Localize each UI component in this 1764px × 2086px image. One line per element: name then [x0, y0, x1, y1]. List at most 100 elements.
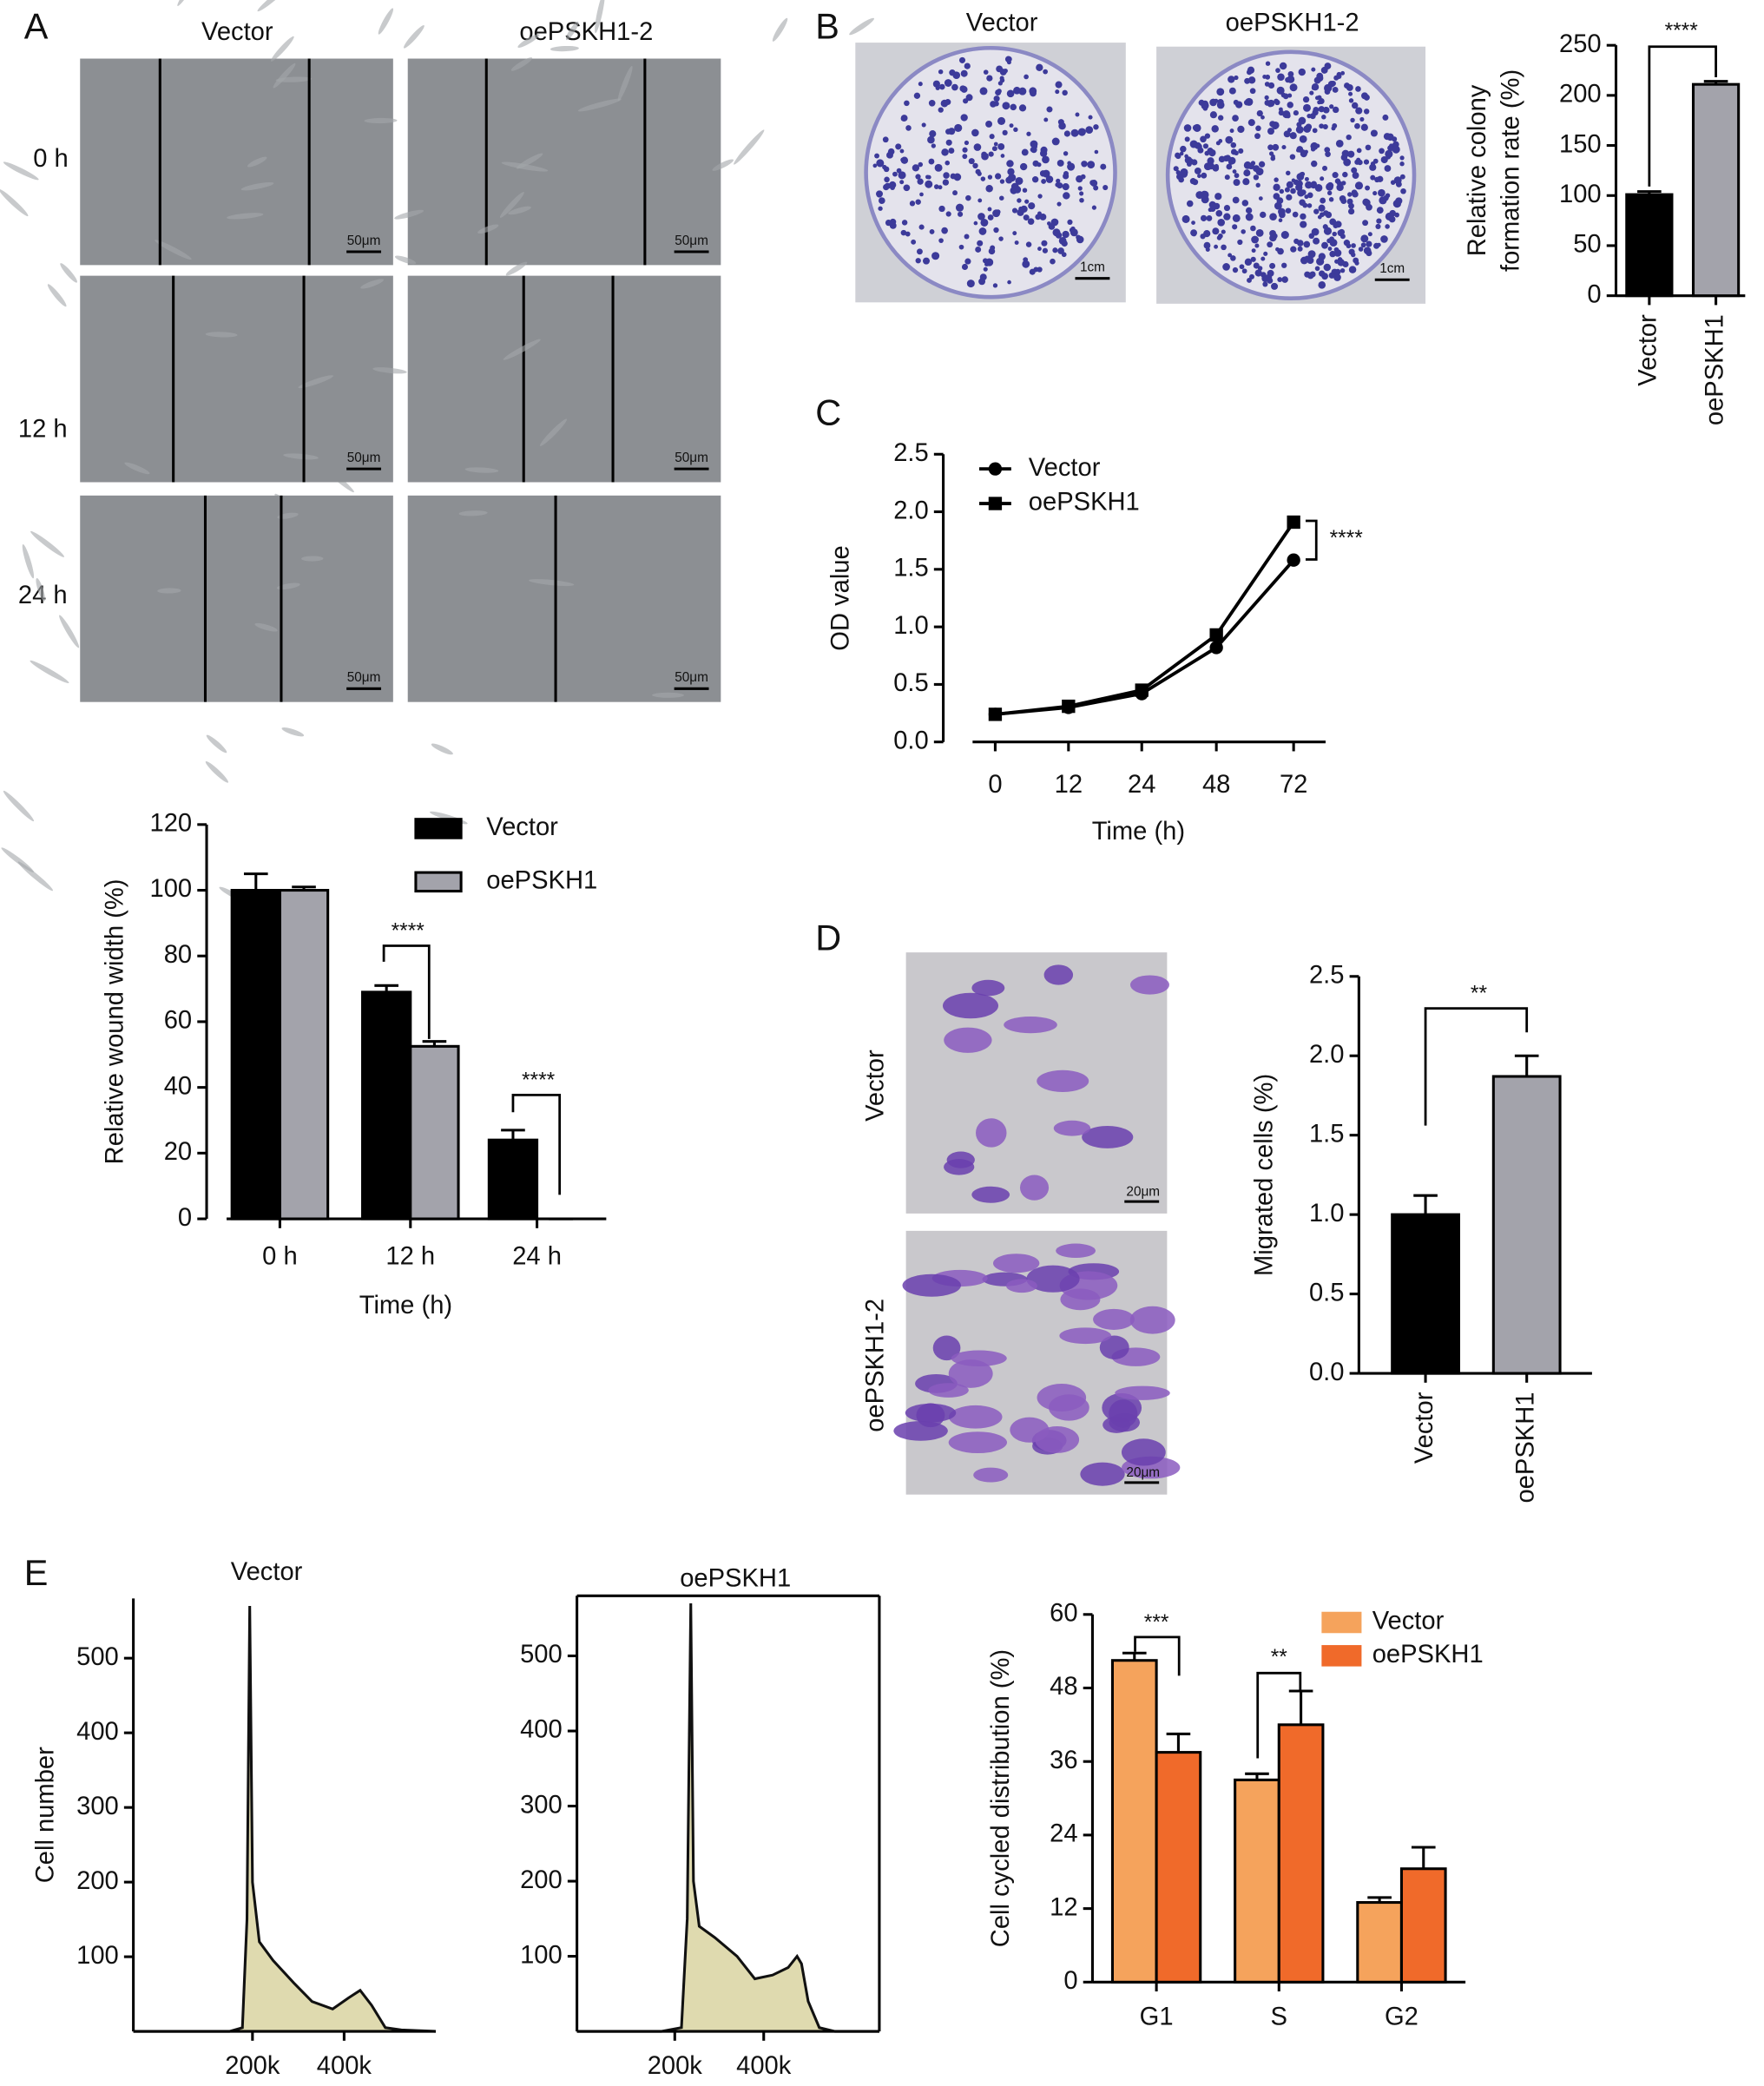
colony: [925, 174, 930, 180]
y-tick-label: 200: [1559, 81, 1602, 109]
cell-texture: [0, 188, 29, 217]
colony: [1273, 183, 1280, 192]
cell-texture: [270, 36, 294, 62]
colony: [1347, 192, 1353, 197]
colony: [1324, 63, 1332, 69]
colony: [901, 220, 908, 226]
colony: [1254, 269, 1262, 277]
stained-cell: [1099, 1335, 1129, 1359]
colony: [977, 198, 983, 203]
colony: [918, 82, 923, 87]
chart: 0 50 100 150 200 250 Relative colony formation …: [1464, 19, 1746, 425]
y-tick-label: 200: [76, 1867, 119, 1895]
colony: [1090, 180, 1098, 188]
colony: [1358, 247, 1364, 252]
colony: [987, 207, 992, 212]
colony: [1184, 154, 1188, 159]
colony: [1180, 145, 1187, 153]
colony: [1339, 234, 1346, 240]
colony: [1308, 233, 1315, 240]
colony: [1023, 257, 1029, 263]
cell-texture: [712, 159, 734, 171]
cell-texture: [403, 25, 425, 49]
colony: [1062, 183, 1070, 191]
colony: [999, 179, 1005, 184]
scale-label: 50μm: [347, 234, 381, 248]
colony: [1007, 280, 1011, 285]
y-tick-label: 2.5: [893, 439, 929, 467]
colony: [1352, 172, 1359, 179]
colony: [972, 162, 978, 169]
colony: [1237, 125, 1245, 134]
marker: [1135, 683, 1149, 697]
colony: [1317, 95, 1322, 101]
colony: [1354, 181, 1364, 190]
bar: [1110, 1659, 1158, 1984]
error-bar: [1413, 1194, 1438, 1215]
y-tick-label: 100: [1559, 181, 1602, 208]
y-tick-label: 500: [76, 1643, 119, 1671]
colony: [1265, 61, 1271, 66]
cell-texture: [240, 181, 274, 191]
stained-cell: [944, 1027, 992, 1053]
error-bar: [374, 984, 398, 992]
colony: [876, 192, 882, 198]
colony: [1277, 73, 1285, 82]
colony: [1204, 133, 1211, 139]
cell-texture: [22, 543, 35, 579]
cell-texture: [276, 582, 300, 590]
colony: [1232, 214, 1241, 222]
colony: [1269, 262, 1276, 269]
cell-texture: [508, 206, 531, 215]
colony: [1043, 69, 1049, 75]
bar: [1277, 1723, 1325, 1984]
colony: [1314, 266, 1320, 272]
bar: [361, 990, 412, 1221]
colony: [1173, 166, 1179, 172]
colony: [998, 236, 1004, 241]
colony: [989, 134, 995, 140]
colony: [1319, 270, 1326, 277]
colony: [988, 151, 994, 157]
colony: [1253, 165, 1260, 173]
colony: [1075, 112, 1080, 117]
colony: [1061, 252, 1067, 258]
chart: 0 20 40 60 80 100 120 Relative wound width (%) T…: [101, 810, 607, 1319]
colony: [1313, 106, 1320, 113]
colony: [965, 94, 973, 102]
colony: [962, 154, 968, 160]
colony: [1017, 198, 1022, 203]
scale-label: 50μm: [347, 451, 381, 465]
cell-texture: [540, 418, 567, 446]
y-tick-label: 100: [76, 1942, 119, 1970]
x-tick-label: 200k: [648, 2052, 703, 2080]
significance-bracket: [1648, 45, 1717, 187]
colony: [1304, 176, 1309, 181]
colony: [1223, 204, 1231, 212]
cell-texture: [227, 213, 264, 220]
colony: [1372, 190, 1378, 196]
colony: [1376, 207, 1384, 214]
colony: [1356, 148, 1362, 154]
colony: [1067, 161, 1072, 166]
cell-texture: [477, 224, 499, 234]
colony: [1079, 197, 1084, 203]
colony: [1080, 174, 1086, 180]
colony: [1013, 186, 1022, 194]
colony: [1249, 88, 1256, 95]
colony: [1238, 148, 1244, 154]
colony: [1062, 230, 1070, 239]
colony: [981, 151, 988, 158]
colony: [978, 278, 986, 286]
colony: [1287, 75, 1295, 83]
colony: [1045, 175, 1054, 183]
bar: [487, 1138, 539, 1221]
colony: [1395, 197, 1403, 205]
colony: [1251, 235, 1259, 244]
cell-texture: [30, 530, 65, 557]
colony: [1081, 161, 1088, 168]
colony: [958, 211, 964, 217]
colony: [1241, 229, 1246, 234]
colony: [1013, 86, 1021, 95]
colony: [1299, 199, 1306, 206]
